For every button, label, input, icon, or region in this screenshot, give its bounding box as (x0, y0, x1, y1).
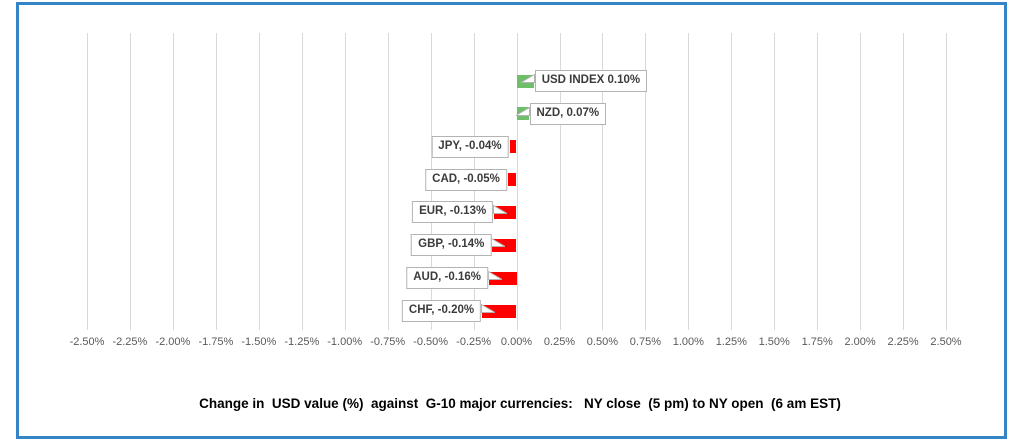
x-tick-label: 2.00% (844, 336, 876, 348)
x-tick-label: 1.75% (801, 336, 833, 348)
gridline (602, 33, 604, 330)
gridline (559, 33, 561, 330)
bar-cad (507, 173, 517, 187)
gridline (860, 33, 862, 330)
x-tick-label: -0.25% (456, 336, 492, 348)
gridline (215, 33, 217, 330)
x-tick-label: -0.75% (370, 336, 406, 348)
x-tick-label: -2.25% (112, 336, 148, 348)
gridline (344, 33, 346, 330)
data-label-leader-wedge (488, 271, 502, 281)
x-tick-label: -1.00% (327, 336, 363, 348)
x-tick-label: 1.50% (758, 336, 790, 348)
x-tick-label: 0.50% (586, 336, 618, 348)
data-label-cad: CAD, -0.05% (425, 168, 507, 191)
x-tick-label: 1.00% (672, 336, 704, 348)
x-tick-label: 1.25% (715, 336, 747, 348)
chart-title: Change in USD value (%) against G-10 maj… (199, 396, 841, 411)
bar-chf (482, 304, 517, 318)
gridline (516, 33, 518, 330)
bar-jpy (509, 140, 517, 154)
gridline (946, 33, 947, 330)
x-tick-label: -2.50% (69, 336, 105, 348)
gridline (688, 33, 690, 330)
x-tick-label: 2.25% (887, 336, 919, 348)
x-tick-label: -1.25% (284, 336, 320, 348)
chart-frame (16, 2, 1007, 439)
data-label-leader-wedge (481, 304, 496, 313)
x-tick-label: 0.00% (500, 336, 533, 348)
data-label-leader-wedge (493, 205, 508, 215)
data-label-usd-index: USD INDEX 0.10% (534, 70, 648, 92)
gridline (774, 33, 776, 330)
gridline (817, 33, 819, 330)
gridline (87, 33, 88, 330)
x-tick-label: 0.25% (543, 336, 576, 348)
gridline (172, 33, 174, 330)
gridline (129, 33, 131, 330)
gridline (301, 33, 303, 330)
bar-gbp (492, 238, 517, 252)
bar-aud (489, 271, 517, 285)
x-tick-label: -1.75% (198, 336, 234, 348)
data-label-jpy: JPY, -0.04% (431, 135, 509, 158)
data-label-nzd: NZD, 0.07% (529, 102, 607, 125)
gridline (387, 33, 389, 330)
gridline (903, 33, 905, 330)
data-label-leader-wedge (515, 106, 530, 116)
data-label-aud: AUD, -0.16% (406, 267, 488, 290)
gridline (731, 33, 733, 330)
data-label-eur: EUR, -0.13% (412, 201, 494, 224)
gridline (258, 33, 260, 330)
data-label-chf: CHF, -0.20% (401, 300, 482, 322)
x-tick-label: -0.50% (413, 336, 449, 348)
x-tick-label: 0.75% (629, 336, 661, 348)
data-label-leader-wedge (491, 238, 506, 248)
x-tick-label: 2.50% (930, 336, 962, 348)
x-tick-label: -2.00% (155, 336, 191, 348)
data-label-leader-wedge (520, 74, 535, 83)
gridline (645, 33, 647, 330)
x-tick-label: -1.50% (241, 336, 277, 348)
data-label-gbp: GBP, -0.14% (411, 234, 492, 257)
